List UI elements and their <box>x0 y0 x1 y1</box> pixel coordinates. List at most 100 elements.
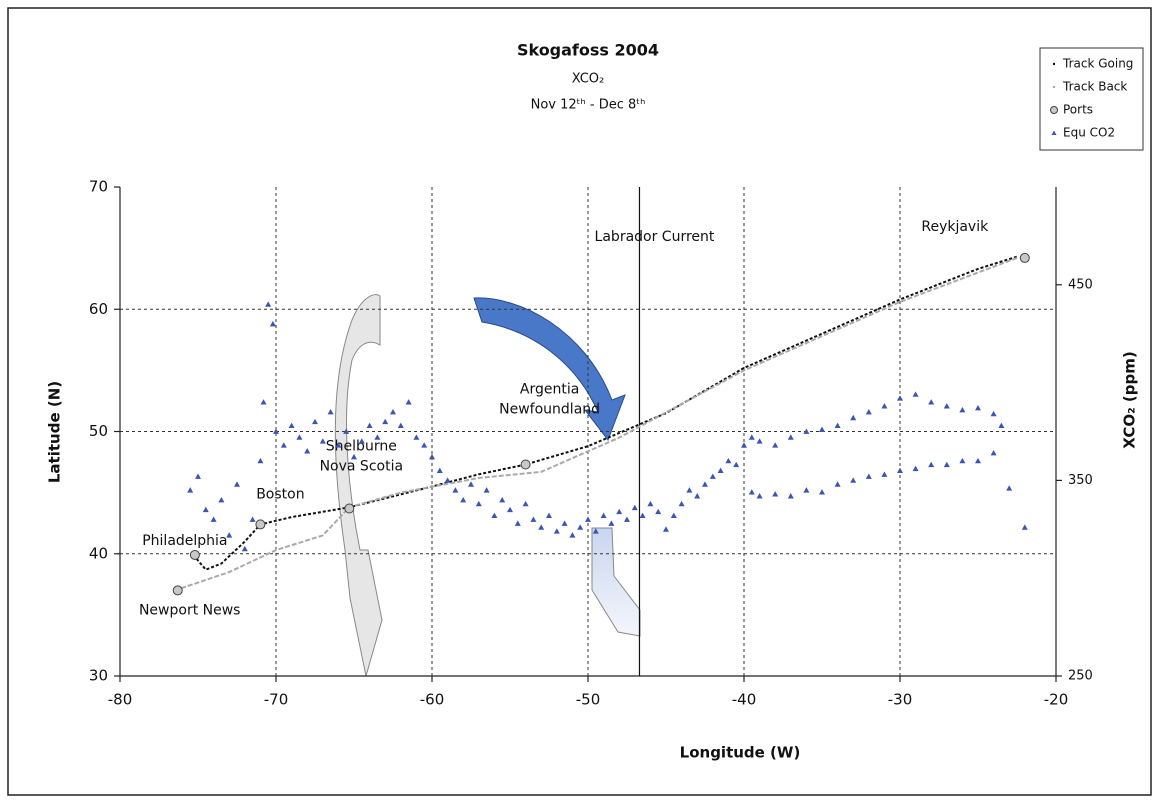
co2-point <box>530 516 537 522</box>
port-marker <box>189 549 200 560</box>
co2-point <box>912 465 919 472</box>
port-marker <box>1019 252 1030 263</box>
co2-point <box>990 450 997 456</box>
co2-point <box>429 453 435 460</box>
co2-point <box>569 532 576 538</box>
co2-point <box>616 508 623 515</box>
co2-point <box>881 403 888 409</box>
co2-point <box>452 487 459 493</box>
port-marker <box>255 519 266 530</box>
co2-point <box>834 481 841 487</box>
legend <box>1039 47 1144 151</box>
co2-point <box>187 487 194 493</box>
co2-point <box>210 516 217 522</box>
co2-point <box>382 418 389 425</box>
y-tick-label: 30 <box>89 667 108 685</box>
co2-point <box>850 414 857 421</box>
co2-point <box>834 422 841 429</box>
co2-point <box>280 442 287 448</box>
co2-point <box>405 399 412 405</box>
co2-point <box>265 301 272 307</box>
legend-label: Track Going <box>1062 57 1133 71</box>
current-arrow <box>473 297 626 442</box>
co2-point <box>670 512 677 519</box>
port-marker <box>172 585 183 596</box>
co2-point <box>702 481 708 487</box>
track-line <box>192 255 1018 571</box>
port-marker <box>344 503 355 514</box>
y2-axis-title: XCO₂ (ppm) <box>1121 351 1139 448</box>
chart-subtitle: XCO₂ <box>572 72 604 87</box>
co2-point <box>748 434 755 440</box>
y2-tick-label: 450 <box>1068 277 1093 292</box>
co2-point <box>975 405 981 411</box>
co2-point <box>850 477 857 483</box>
co2-point <box>803 487 810 493</box>
co2-point <box>928 399 935 405</box>
co2-point <box>998 422 1005 429</box>
co2-point <box>319 438 326 444</box>
co2-point <box>639 512 646 519</box>
port-label: Newport News <box>139 602 241 618</box>
co2-point <box>709 473 716 479</box>
y-tick-label: 60 <box>89 300 108 318</box>
co2-point <box>491 512 498 519</box>
port-marker <box>520 459 531 470</box>
track-line <box>174 256 1018 592</box>
co2-point <box>561 520 568 526</box>
port-label: Argentia <box>520 382 579 398</box>
co2-point <box>608 520 615 526</box>
co2-point <box>912 391 919 397</box>
co2-point <box>269 320 276 327</box>
co2-point <box>390 408 396 415</box>
port-label: Shelburne <box>326 439 397 455</box>
co2-point <box>202 506 209 513</box>
date-range: Nov 12ᵗʰ - Dec 8ᵗʰ <box>531 98 646 113</box>
co2-point <box>975 457 981 464</box>
port-label: Nova Scotia <box>320 459 403 475</box>
co2-point <box>624 516 630 522</box>
co2-point <box>928 461 935 468</box>
co2-point <box>460 496 467 503</box>
co2-point <box>686 487 693 493</box>
co2-point <box>514 520 521 526</box>
co2-point <box>819 489 825 495</box>
co2-point <box>803 428 810 434</box>
co2-point <box>366 422 373 429</box>
legend-marker <box>1051 130 1057 135</box>
co2-point <box>241 545 248 552</box>
y2-tick-label: 250 <box>1068 669 1093 684</box>
y-tick-label: 40 <box>89 544 108 562</box>
legend-marker <box>1052 85 1056 89</box>
port-label: Boston <box>256 486 304 502</box>
co2-point <box>421 442 428 448</box>
co2-point <box>343 428 350 434</box>
co2-point <box>468 481 474 487</box>
co2-point <box>257 457 264 464</box>
x-tick-label: -60 <box>420 691 445 709</box>
y-axis-title: Latitude (N) <box>46 381 64 483</box>
co2-point <box>959 457 966 464</box>
x-tick-label: -50 <box>576 691 601 709</box>
co2-point <box>288 422 295 429</box>
co2-point <box>756 493 763 499</box>
co2-point <box>226 532 233 538</box>
co2-point <box>475 500 482 507</box>
port-label: Reykjavik <box>921 219 989 235</box>
co2-point <box>1006 485 1013 491</box>
co2-point <box>327 408 334 415</box>
co2-point <box>546 512 552 519</box>
annotation-label: Labrador Current <box>595 229 715 245</box>
co2-point <box>312 418 318 425</box>
co2-point <box>897 467 903 474</box>
co2-point <box>436 467 443 474</box>
co2-point <box>655 508 662 515</box>
legend-marker <box>1050 106 1058 114</box>
frame <box>7 7 1152 796</box>
co2-point <box>249 516 256 522</box>
co2-point <box>592 528 599 534</box>
co2-point <box>943 461 950 468</box>
co2-point <box>260 399 267 405</box>
chart-title: Skogafoss 2004 <box>517 41 659 60</box>
